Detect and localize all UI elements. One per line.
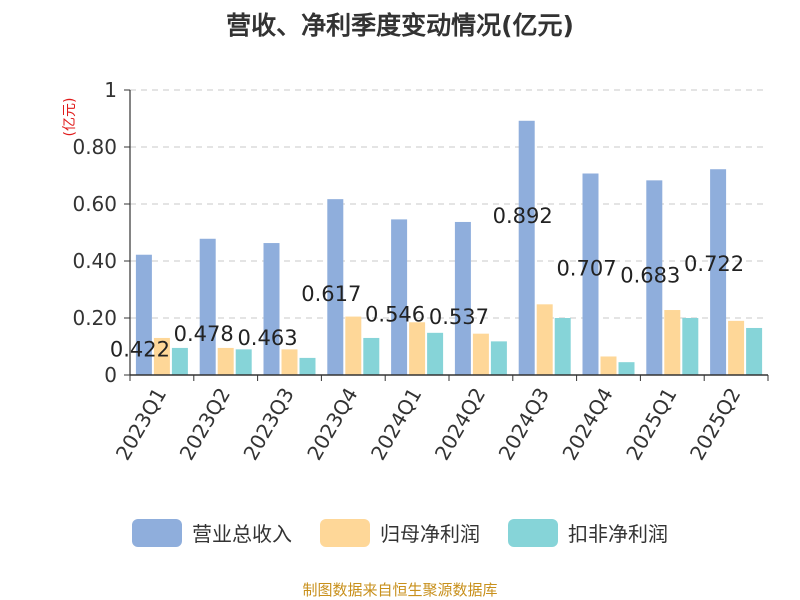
bar-data-label: 0.537	[429, 305, 489, 329]
y-tick-label: 0.60	[72, 192, 117, 216]
x-category-label: 2023Q3	[238, 384, 298, 465]
legend-label-deducted-profit: 扣非净利润	[568, 522, 668, 546]
x-category-label: 2024Q3	[494, 384, 554, 465]
bar	[682, 318, 699, 375]
bar	[409, 322, 426, 375]
bar	[664, 310, 681, 375]
legend-swatch-revenue	[132, 518, 182, 547]
x-category-label: 2025Q2	[685, 384, 745, 465]
bar-data-label: 0.422	[110, 338, 170, 362]
bar-data-label: 0.546	[365, 302, 425, 326]
bar-data-label: 0.722	[684, 252, 744, 276]
x-category-label: 2023Q4	[302, 384, 362, 465]
legend-label-revenue: 营业总收入	[192, 522, 292, 546]
bar	[454, 221, 471, 375]
bar	[299, 357, 316, 375]
bar	[746, 327, 763, 375]
bar	[217, 347, 234, 375]
bar	[728, 320, 745, 375]
bar	[582, 173, 599, 375]
y-tick-label: 0	[104, 363, 117, 387]
x-category-label: 2024Q2	[430, 384, 490, 465]
x-category-label: 2024Q4	[557, 384, 617, 465]
bar	[153, 337, 170, 375]
bar	[600, 356, 617, 375]
bar	[536, 304, 553, 375]
y-tick-label: 0.80	[72, 135, 117, 159]
bar	[199, 238, 216, 375]
bar	[171, 347, 188, 375]
legend-item-revenue[interactable]: 营业总收入	[132, 518, 292, 547]
bar	[391, 219, 408, 375]
legend-item-net-profit[interactable]: 归母净利润	[320, 518, 480, 547]
bar	[646, 180, 663, 375]
bar-data-label: 0.463	[237, 326, 297, 350]
legend-swatch-deducted-profit	[508, 518, 558, 547]
bar	[618, 362, 635, 375]
bar-series-group	[135, 120, 763, 375]
legend-label-net-profit: 归母净利润	[380, 522, 480, 546]
bar	[518, 120, 535, 375]
bar	[281, 349, 298, 375]
bar	[472, 333, 489, 375]
x-category-label: 2023Q1	[111, 384, 171, 465]
bar	[710, 169, 727, 375]
bar	[345, 316, 362, 375]
bar	[327, 199, 344, 375]
x-category-label: 2024Q1	[366, 384, 426, 465]
bar-data-label: 0.892	[493, 204, 553, 228]
bar	[235, 349, 252, 375]
legend-swatch-net-profit	[320, 518, 370, 547]
bar	[554, 318, 571, 375]
x-category-label: 2025Q1	[621, 384, 681, 465]
bar-data-label: 0.683	[620, 263, 680, 287]
bar-chart-plot: 0 0.20 0.40 0.60 0.80 1 2023Q1 2023Q2 2023Q3 2023…	[72, 78, 769, 465]
bar	[363, 337, 380, 375]
bar	[427, 332, 444, 375]
legend-item-deducted-profit[interactable]: 扣非净利润	[508, 518, 668, 547]
y-tick-label: 0.40	[72, 249, 117, 273]
bar-data-label: 0.478	[174, 322, 234, 346]
legend: 营业总收入 归母净利润 扣非净利润	[0, 518, 800, 547]
chart-title: 营收、净利季度变动情况(亿元)	[226, 11, 574, 40]
y-tick-label: 1	[104, 78, 117, 102]
bar	[263, 243, 280, 375]
bar	[490, 341, 507, 375]
bar	[135, 254, 152, 375]
bar-data-label: 0.707	[556, 257, 616, 281]
x-category-label: 2023Q2	[175, 384, 235, 465]
bar-data-label: 0.617	[301, 282, 361, 306]
y-tick-label: 0.20	[72, 306, 117, 330]
data-source-note: 制图数据来自恒生聚源数据库	[302, 581, 498, 599]
